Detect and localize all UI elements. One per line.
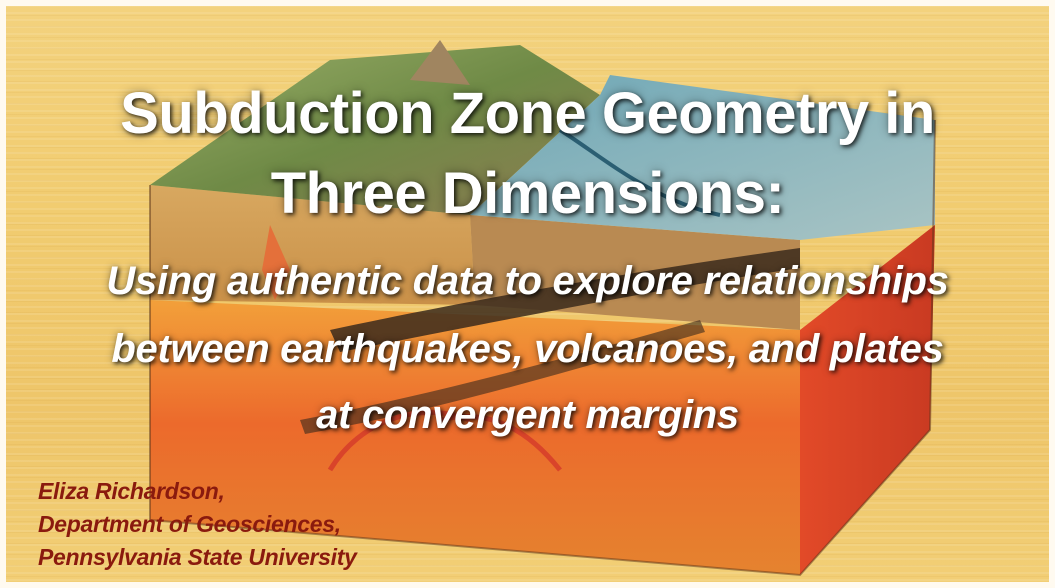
block-side-face [800, 225, 935, 575]
ocean-surface [470, 75, 935, 240]
volcano-icon [410, 40, 470, 85]
trench-line [558, 128, 721, 217]
author-department: Department of Geosciences, [38, 511, 341, 537]
subtitle-line-2: between earthquakes, volcanoes, and plat… [111, 327, 944, 371]
author-university: Pennsylvania State University [38, 544, 357, 570]
subducting-slab [330, 248, 800, 352]
mantle-front-face [150, 300, 800, 575]
subtitle-line-1: Using authentic data to explore relation… [106, 259, 949, 303]
title-line-2: Three Dimensions: [270, 161, 785, 226]
convection-arrow-left [327, 409, 471, 472]
land-surface [150, 45, 600, 215]
title-line-1: Subduction Zone Geometry in [120, 81, 935, 146]
block-outline [149, 119, 936, 577]
subtitle-line-3: at convergent margins [316, 393, 739, 437]
convection-arrow-right [439, 414, 562, 472]
magma-conduit [262, 225, 290, 300]
author-name: Eliza Richardson, [38, 478, 225, 504]
slab-lower-edge [300, 320, 705, 434]
continental-crust [150, 185, 475, 305]
